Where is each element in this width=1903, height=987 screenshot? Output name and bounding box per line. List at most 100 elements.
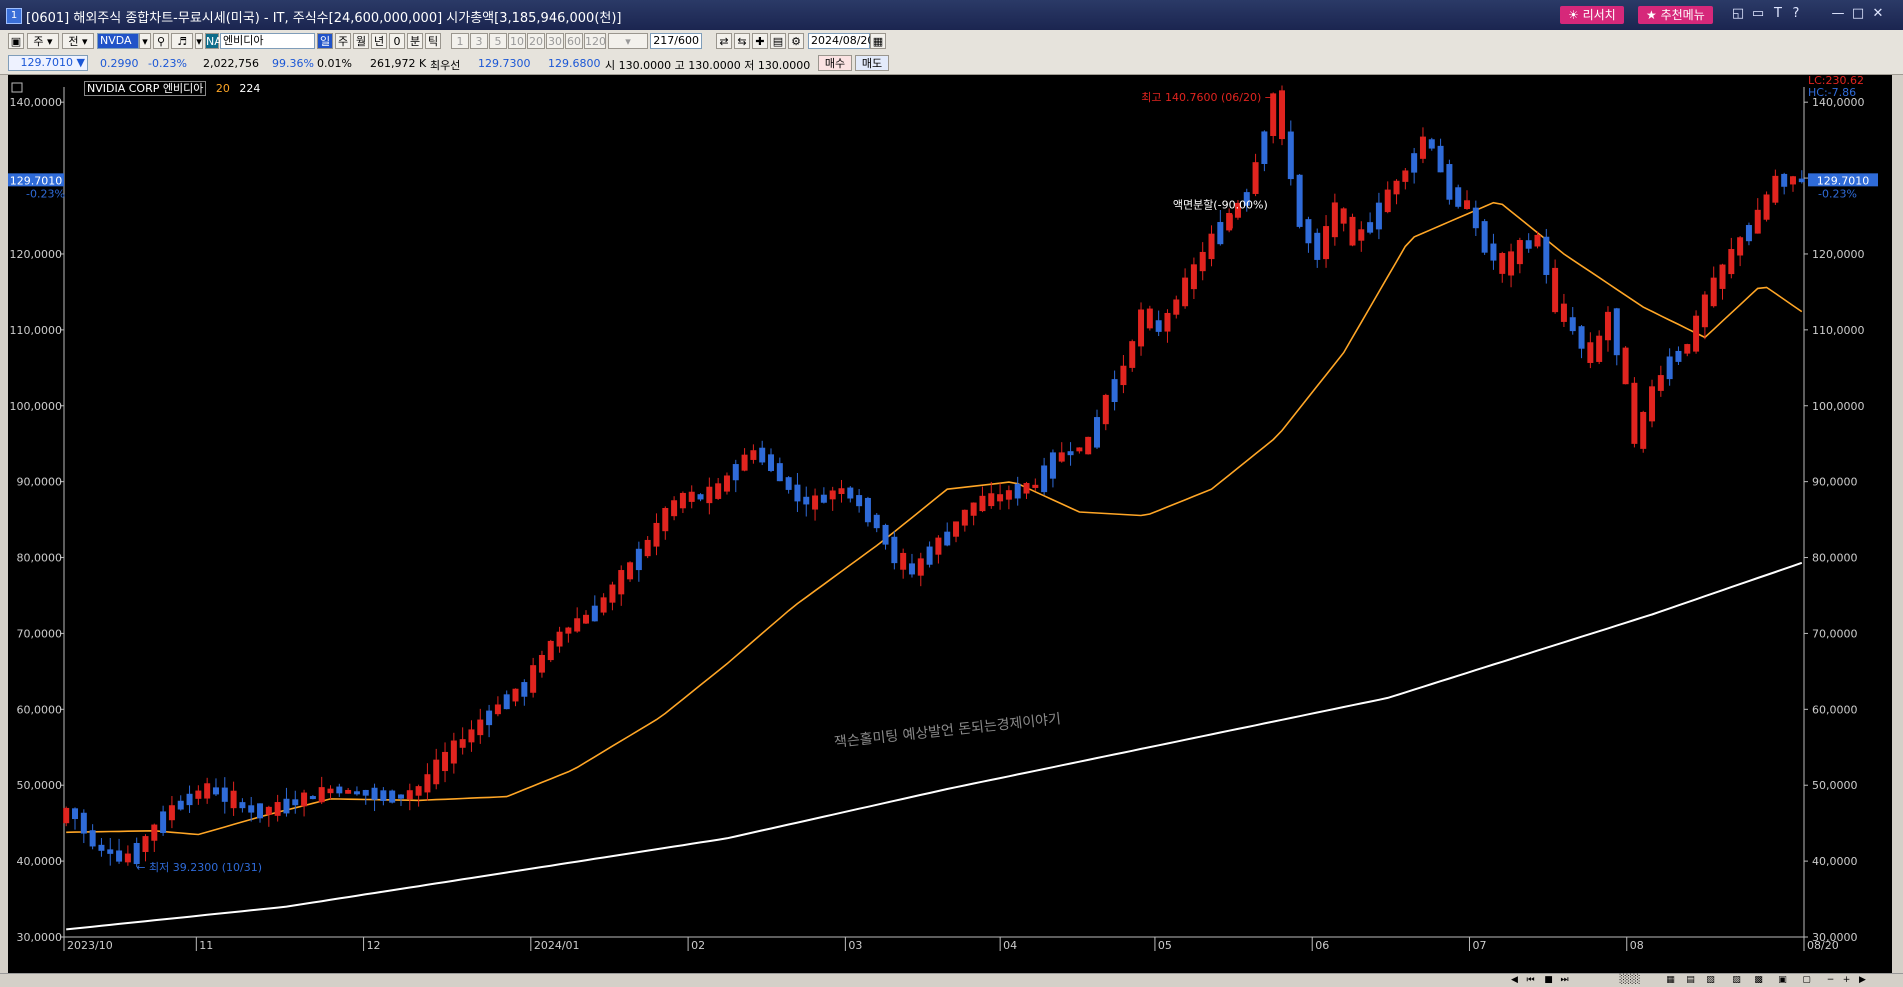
symbol-code-input[interactable]: NVDA <box>97 33 139 49</box>
scroll-right-icon[interactable]: ▶ <box>1859 975 1866 985</box>
x-tick-label: 03 <box>848 939 862 952</box>
candle-body <box>785 477 792 490</box>
minute-30-button[interactable]: 30 <box>546 33 564 49</box>
calendar-icon[interactable]: ▦ <box>870 33 886 49</box>
zoom-plus-icon[interactable]: + <box>1842 975 1851 985</box>
buy-button[interactable]: 매수 <box>818 55 852 71</box>
y-tick-label-right: 120,0000 <box>1812 248 1865 261</box>
y-tick-label-left: 120,0000 <box>10 248 63 261</box>
candle-body <box>204 783 211 799</box>
candle-body <box>1138 309 1145 347</box>
link-icon[interactable]: ◱ <box>1731 6 1745 21</box>
chart-tool-4-icon[interactable]: ▨ <box>1732 975 1741 985</box>
minute-120-button[interactable]: 120 <box>584 33 606 49</box>
candle-body <box>1182 277 1189 307</box>
candle-body <box>336 786 343 794</box>
candle-body <box>1543 236 1550 275</box>
count-input[interactable]: 217/600 <box>650 33 702 49</box>
candle-body <box>1525 240 1532 249</box>
chart-scrollbar[interactable]: ◀ ⏮ ■ ⏭ ░░░ ▦ ▤ ▧ ▨ ▩ ▣ ▢ − + ▶ <box>0 973 1903 987</box>
font-icon[interactable]: T <box>1774 6 1782 21</box>
period-week-button[interactable]: 주 <box>335 33 351 49</box>
candle-body <box>1455 187 1462 207</box>
legend-ma20: 20 <box>215 82 230 95</box>
candle-body <box>1798 178 1805 183</box>
chart-tool-7-icon[interactable]: ▢ <box>1802 975 1811 985</box>
sell-button[interactable]: 매도 <box>855 55 889 71</box>
crosshair-icon[interactable]: ✚ <box>752 33 768 49</box>
candle-body <box>1666 356 1673 380</box>
period-month-button[interactable]: 월 <box>353 33 369 49</box>
price-chart[interactable]: 30,0000 30,0000 40,0000 40,0000 50,0000 50,00… <box>8 75 1892 973</box>
candle-body <box>177 800 184 810</box>
candle-body <box>1217 222 1224 245</box>
period-year-button[interactable]: 년 <box>371 33 387 49</box>
current-price-tag-right <box>1808 173 1878 187</box>
symbol-dropdown-icon[interactable]: ▾ <box>139 33 151 49</box>
candle-body <box>1428 139 1435 149</box>
candle-body <box>1199 251 1206 272</box>
candle-body <box>301 792 308 807</box>
chart-tool-3-icon[interactable]: ▧ <box>1706 975 1715 985</box>
candle-body <box>530 665 537 693</box>
search-icon[interactable]: ⚲ <box>153 33 169 49</box>
help-icon[interactable]: ? <box>1792 6 1800 21</box>
candle-body <box>1781 173 1788 187</box>
layout-icon[interactable]: ▣ <box>8 33 24 49</box>
scroll-last-icon[interactable]: ⏭ <box>1560 975 1569 985</box>
candle-body <box>1719 264 1726 289</box>
recommend-menu-button[interactable]: ★ 추천메뉴 <box>1638 6 1713 24</box>
best-quote-label: 최우선 <box>430 59 461 72</box>
minute-custom-select[interactable]: ▾ <box>608 33 648 49</box>
minute-10-button[interactable]: 10 <box>508 33 526 49</box>
candle-body <box>494 704 501 715</box>
period-select[interactable]: 주 ▾ <box>27 33 59 49</box>
candle-body <box>715 483 722 499</box>
candle-body <box>644 539 651 557</box>
chart-tool-5-icon[interactable]: ▩ <box>1754 975 1763 985</box>
sound-icon[interactable]: ♬ <box>171 33 193 49</box>
save-icon[interactable]: ▤ <box>770 33 786 49</box>
research-button[interactable]: ☀ 리서치 <box>1560 6 1624 24</box>
zoom-in-icon[interactable]: ⇄ <box>716 33 732 49</box>
candle-body <box>442 751 449 772</box>
period-minute-button[interactable]: 분 <box>407 33 423 49</box>
candle-body <box>1552 267 1559 313</box>
minute-5-button[interactable]: 5 <box>489 33 507 49</box>
candle-body <box>1516 240 1523 265</box>
sound-dropdown-icon[interactable]: ▾ <box>195 33 203 49</box>
period-zero-button[interactable]: 0 <box>389 33 405 49</box>
period-day-button[interactable]: 일 <box>317 33 333 49</box>
candle-body <box>1499 253 1506 274</box>
settings-gear-icon[interactable]: ⚙ <box>788 33 804 49</box>
candle-body <box>1419 136 1426 159</box>
minute-3-button[interactable]: 3 <box>470 33 488 49</box>
scroll-left-icon[interactable]: ◀ <box>1511 975 1518 985</box>
minimize-button[interactable]: — <box>1831 6 1845 21</box>
y-tick-label-left: 140,0000 <box>10 96 63 109</box>
candle-body <box>1252 162 1259 194</box>
zoom-minus-icon[interactable]: − <box>1826 975 1835 985</box>
maximize-button[interactable]: □ <box>1851 6 1865 21</box>
x-tick-label: 08/20 <box>1807 939 1839 952</box>
x-tick-label: 06 <box>1315 939 1329 952</box>
scroll-first-icon[interactable]: ⏮ <box>1526 975 1535 985</box>
symbol-name-field[interactable]: 엔비디아 <box>220 33 315 49</box>
scroll-stop-icon[interactable]: ■ <box>1544 975 1553 985</box>
minute-20-button[interactable]: 20 <box>527 33 545 49</box>
candle-body <box>1296 174 1303 227</box>
prev-select[interactable]: 전 ▾ <box>62 33 94 49</box>
ma20-line <box>66 201 1803 836</box>
thumb-icon: ★ <box>1646 8 1657 22</box>
date-input[interactable]: 2024/08/20 <box>808 33 874 49</box>
period-tick-button[interactable]: 틱 <box>425 33 441 49</box>
close-button[interactable]: ✕ <box>1872 6 1884 21</box>
chart-tool-2-icon[interactable]: ▤ <box>1686 975 1695 985</box>
minute-1-button[interactable]: 1 <box>451 33 469 49</box>
chart-tool-6-icon[interactable]: ▣ <box>1778 975 1787 985</box>
zoom-out-icon[interactable]: ⇆ <box>734 33 750 49</box>
screen-icon[interactable]: ▭ <box>1751 6 1765 21</box>
chart-tool-1-icon[interactable]: ▦ <box>1666 975 1675 985</box>
minute-60-button[interactable]: 60 <box>565 33 583 49</box>
scroll-thumb[interactable]: ░░░ <box>1619 975 1641 985</box>
